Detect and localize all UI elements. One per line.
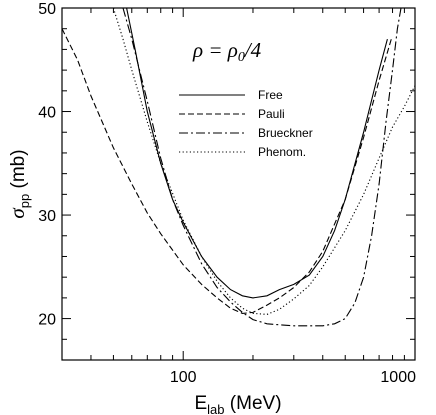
legend-label: Phenom.: [258, 145, 306, 159]
y-tick-label: 50: [38, 1, 56, 18]
x-axis-tick-labels: 100 1000: [170, 369, 416, 386]
y-axis-tick-labels: 20 30 40 50: [38, 1, 56, 329]
x-tick-label: 1000: [380, 369, 416, 386]
series-line-phenom: [112, 8, 415, 315]
x-axis-title: Elab (MeV): [194, 393, 281, 415]
legend-label: Brueckner: [258, 126, 313, 140]
y-axis-ticks: [62, 7, 415, 361]
legend: Free Pauli Brueckner Phenom.: [179, 88, 313, 159]
y-tick-label: 30: [38, 208, 56, 225]
y-axis-title: σpp (mb): [5, 149, 32, 218]
plot-frame: [61, 7, 416, 361]
y-tick-label: 40: [38, 105, 56, 122]
series-layer: [62, 8, 415, 327]
density-annotation: ρ = ρ0/4: [192, 38, 262, 65]
x-tick-label: 100: [170, 369, 197, 386]
series-line-pauli: [62, 28, 392, 314]
x-axis-ticks: [61, 8, 416, 360]
series-line-free: [126, 8, 388, 299]
legend-label: Pauli: [258, 107, 285, 121]
legend-label: Free: [258, 88, 283, 102]
y-tick-label: 20: [38, 312, 56, 329]
series-line-brueckner: [122, 8, 402, 327]
